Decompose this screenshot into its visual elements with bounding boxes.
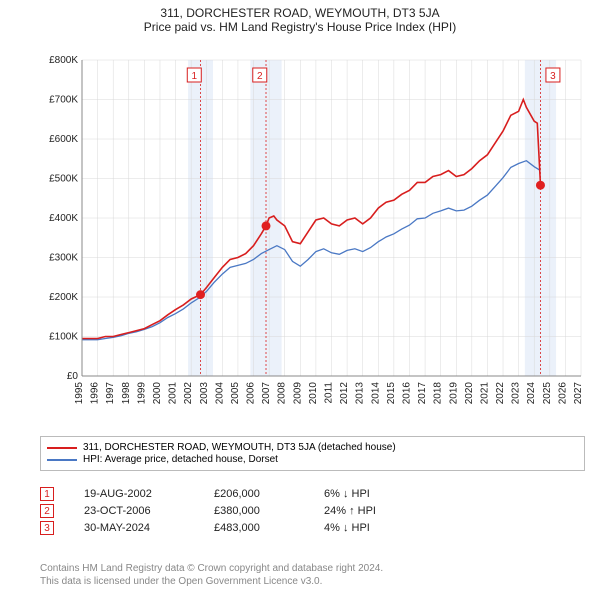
xtick-label: 1997 (105, 382, 116, 405)
ytick-label: £200K (49, 292, 78, 303)
legend-label: 311, DORCHESTER ROAD, WEYMOUTH, DT3 5JA … (83, 442, 396, 453)
event-date: 19-AUG-2002 (84, 488, 214, 500)
footnote-line1: Contains HM Land Registry data © Crown c… (40, 562, 585, 575)
xtick-label: 2024 (526, 382, 537, 405)
legend-box: 311, DORCHESTER ROAD, WEYMOUTH, DT3 5JA … (40, 436, 585, 471)
marker-dot (536, 181, 545, 190)
marker-dot (262, 221, 271, 230)
xtick-label: 2001 (168, 382, 179, 405)
xtick-label: 1995 (74, 382, 85, 405)
xtick-label: 1999 (136, 382, 147, 405)
legend-label: HPI: Average price, detached house, Dors… (83, 454, 278, 465)
ytick-label: £600K (49, 134, 78, 145)
ytick-label: £700K (49, 95, 78, 106)
xtick-label: 2023 (511, 382, 522, 405)
legend-item: 311, DORCHESTER ROAD, WEYMOUTH, DT3 5JA … (47, 442, 578, 453)
xtick-label: 1996 (90, 382, 101, 405)
xtick-label: 2014 (370, 382, 381, 405)
xtick-label: 2025 (542, 382, 553, 405)
events-table: 1 19-AUG-2002£206,0006% ↓ HPI 2 23-OCT-2006… (40, 484, 585, 538)
xtick-label: 2000 (152, 382, 163, 405)
footnote: Contains HM Land Registry data © Crown c… (40, 562, 585, 588)
xtick-label: 2007 (261, 382, 272, 405)
xtick-label: 2021 (479, 382, 490, 405)
ytick-label: £300K (49, 253, 78, 264)
marker-label-text: 1 (191, 71, 197, 82)
legend-swatch (47, 447, 77, 449)
xtick-label: 2006 (246, 382, 257, 405)
event-delta: 24% ↑ HPI (324, 505, 376, 517)
event-date: 30-MAY-2024 (84, 522, 214, 534)
event-delta: 6% ↓ HPI (324, 488, 370, 500)
marker-label-text: 2 (257, 71, 263, 82)
event-marker-box: 3 (40, 521, 54, 535)
event-delta: 4% ↓ HPI (324, 522, 370, 534)
event-marker-box: 1 (40, 487, 54, 501)
xtick-label: 2013 (355, 382, 366, 405)
xtick-label: 2020 (464, 382, 475, 405)
xtick-label: 2019 (448, 382, 459, 405)
legend-item: HPI: Average price, detached house, Dors… (47, 454, 578, 465)
xtick-label: 2010 (308, 382, 319, 405)
ytick-label: £400K (49, 213, 78, 224)
ytick-label: £100K (49, 332, 78, 343)
event-date: 23-OCT-2006 (84, 505, 214, 517)
xtick-label: 2017 (417, 382, 428, 405)
xtick-label: 2003 (199, 382, 210, 405)
xtick-label: 2018 (433, 382, 444, 405)
xtick-label: 2002 (183, 382, 194, 405)
ytick-label: £500K (49, 174, 78, 185)
xtick-label: 2027 (573, 382, 584, 405)
event-row: 1 19-AUG-2002£206,0006% ↓ HPI (40, 487, 585, 501)
xtick-label: 2008 (277, 382, 288, 405)
xtick-label: 2015 (386, 382, 397, 405)
xtick-label: 2011 (324, 382, 335, 404)
marker-label-text: 3 (550, 71, 556, 82)
event-price: £206,000 (214, 488, 324, 500)
event-price: £483,000 (214, 522, 324, 534)
xtick-label: 2004 (214, 382, 225, 405)
xtick-label: 2026 (557, 382, 568, 405)
chart-plot-area: £0 £100K £200K £300K £400K £500K £600K £700K £80… (40, 56, 585, 426)
xtick-label: 2009 (292, 382, 303, 405)
ytick-label: £800K (49, 56, 78, 66)
event-price: £380,000 (214, 505, 324, 517)
title-address: 311, DORCHESTER ROAD, WEYMOUTH, DT3 5JA (0, 6, 600, 20)
xtick-label: 2016 (401, 382, 412, 405)
xtick-label: 2022 (495, 382, 506, 405)
xtick-label: 1998 (121, 382, 132, 405)
event-marker-box: 2 (40, 504, 54, 518)
chart-container: 311, DORCHESTER ROAD, WEYMOUTH, DT3 5JA … (0, 6, 600, 596)
chart-svg: £0 £100K £200K £300K £400K £500K £600K £700K £80… (40, 56, 585, 426)
marker-dot (196, 290, 205, 299)
event-row: 3 30-MAY-2024£483,0004% ↓ HPI (40, 521, 585, 535)
ytick-label: £0 (67, 371, 79, 382)
event-row: 2 23-OCT-2006£380,00024% ↑ HPI (40, 504, 585, 518)
legend-swatch (47, 459, 77, 461)
title-subtitle: Price paid vs. HM Land Registry's House … (0, 20, 600, 34)
xtick-label: 2005 (230, 382, 241, 405)
xtick-label: 2012 (339, 382, 350, 405)
footnote-line2: This data is licensed under the Open Gov… (40, 575, 585, 588)
